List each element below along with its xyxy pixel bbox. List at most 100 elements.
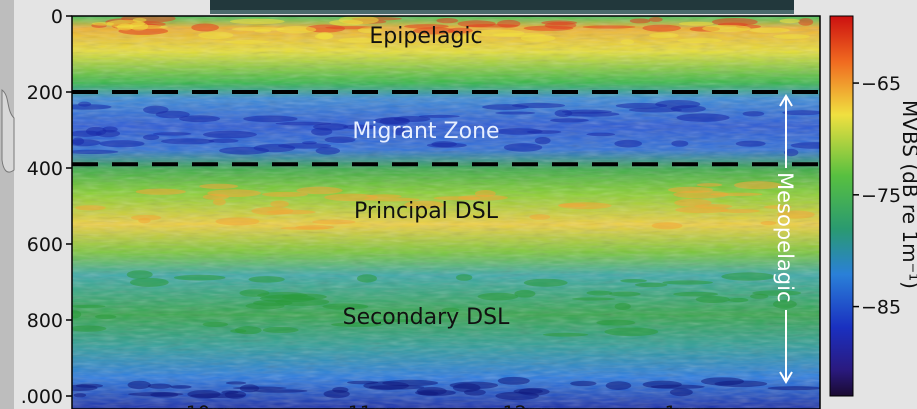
- colorbar-ticks: −65 −75 −85: [853, 73, 901, 319]
- echogram-speckle: [431, 141, 457, 148]
- echogram-speckle: [634, 282, 668, 288]
- y-tick-label: 0: [51, 6, 63, 28]
- echogram-speckle: [72, 104, 112, 110]
- echogram-speckle: [418, 114, 460, 118]
- echogram-speckle: [129, 277, 169, 287]
- echogram-speckle: [614, 139, 643, 148]
- echogram-speckle: [719, 209, 761, 213]
- echogram-speckle: [463, 388, 486, 396]
- echogram-speckle: [642, 24, 681, 32]
- echogram-speckle: [72, 325, 107, 332]
- echogram-speckle: [669, 388, 693, 397]
- echogram-speckle: [152, 132, 192, 136]
- echogram-speckle: [733, 181, 782, 190]
- echogram-speckle: [338, 37, 379, 43]
- echogram-speckle: [366, 194, 402, 199]
- colorbar-tick-label: −85: [861, 297, 901, 319]
- echogram-speckle: [564, 111, 620, 117]
- echogram-speckle: [382, 379, 439, 387]
- echogram-speckle: [529, 214, 551, 220]
- echogram-speckle: [586, 290, 613, 296]
- echogram-speckle: [662, 280, 713, 285]
- echogram-speckle: [702, 24, 751, 33]
- echogram-speckle: [620, 278, 648, 283]
- echogram-speckle: [779, 18, 800, 24]
- y-tick-label: 400: [27, 158, 63, 180]
- echogram-speckle: [678, 21, 714, 26]
- echogram-speckle: [280, 226, 329, 230]
- echogram-speckle: [356, 274, 377, 283]
- echogram-speckle: [586, 132, 616, 137]
- echogram-speckle: [728, 297, 749, 303]
- echogram-speckle: [347, 380, 379, 385]
- echogram-speckle: [343, 124, 377, 130]
- echogram-speckle: [245, 302, 285, 310]
- echogram-speckle: [207, 189, 261, 198]
- echogram-speckle: [541, 20, 578, 26]
- y-tick-label: .000: [21, 386, 63, 408]
- colorbar-label: MVBS (dB re 1m⁻¹): [898, 100, 917, 289]
- echogram-speckle: [671, 140, 689, 147]
- x-tick-label: 11am: [348, 402, 402, 409]
- echogram-speckle: [572, 297, 616, 301]
- echogram-speckle: [130, 214, 162, 221]
- echogram-speckle: [331, 322, 383, 327]
- echogram-speckle: [202, 130, 257, 139]
- echogram-speckle: [441, 307, 460, 313]
- echogram-speckle: [534, 136, 551, 145]
- echogram-speckle: [72, 310, 82, 319]
- echogram-speckle: [570, 380, 597, 387]
- echogram-speckle: [605, 381, 632, 390]
- echogram-speckle: [393, 116, 431, 123]
- echogram-speckle: [72, 304, 106, 308]
- x-tick-label: 10am: [186, 402, 240, 409]
- echogram-speckle: [95, 314, 117, 320]
- echogram-speckle: [752, 290, 802, 296]
- echogram-speckle: [219, 146, 270, 155]
- echogram-speckle: [253, 389, 308, 393]
- echogram-speckle: [127, 380, 151, 390]
- echogram-speckle: [465, 24, 519, 28]
- echogram-speckle: [695, 295, 730, 304]
- echogram-speckle: [190, 393, 246, 399]
- echogram-speckle: [650, 384, 705, 389]
- y-tick-label: 800: [27, 310, 63, 332]
- echogram-speckle: [773, 34, 810, 39]
- echogram-speckle: [542, 332, 589, 337]
- echogram-speckle: [225, 381, 247, 385]
- echogram-speckle: [317, 31, 333, 40]
- echogram-speckle: [735, 140, 766, 147]
- echogram-speckle: [651, 222, 683, 230]
- echogram-speckle: [251, 206, 294, 216]
- echogram-speckle: [608, 291, 641, 297]
- echogram-speckle: [296, 186, 343, 195]
- echogram-speckle: [73, 393, 87, 398]
- echogram-speckle: [458, 194, 508, 201]
- echogram-speckle: [700, 377, 745, 386]
- echogram-speckle: [270, 200, 289, 208]
- echogram-speckle: [523, 278, 568, 287]
- echogram-speckle: [142, 134, 160, 141]
- echogram-speckle: [239, 289, 270, 297]
- echogram-speckle: [628, 107, 683, 113]
- echogram-speckle: [482, 104, 529, 110]
- echogram-speckle: [357, 27, 382, 34]
- echogram-speckle: [673, 291, 719, 297]
- echogram-speckle: [655, 99, 701, 109]
- echogram-speckle: [497, 376, 530, 385]
- echogram-speckle: [75, 205, 106, 211]
- echogram-speckle: [798, 18, 814, 26]
- y-tick-label: 600: [27, 234, 63, 256]
- echogram-speckle: [413, 27, 455, 35]
- echogram-speckle: [324, 136, 356, 144]
- layer-labels: Epipelagic Migrant Zone Principal DSL Secon…: [343, 24, 510, 330]
- echogram-speckle: [677, 38, 723, 44]
- echogram-speckle: [276, 26, 317, 34]
- echogram-speckle: [234, 326, 262, 335]
- echogram-speckle: [749, 27, 790, 33]
- echogram-speckle: [248, 276, 285, 283]
- mesopelagic-annotation: Mesopelagic: [773, 94, 797, 384]
- echogram-speckle: [302, 141, 317, 145]
- time-axis: 10am 11am 12pm 1pm: [186, 402, 708, 409]
- echogram-speckle: [436, 17, 459, 24]
